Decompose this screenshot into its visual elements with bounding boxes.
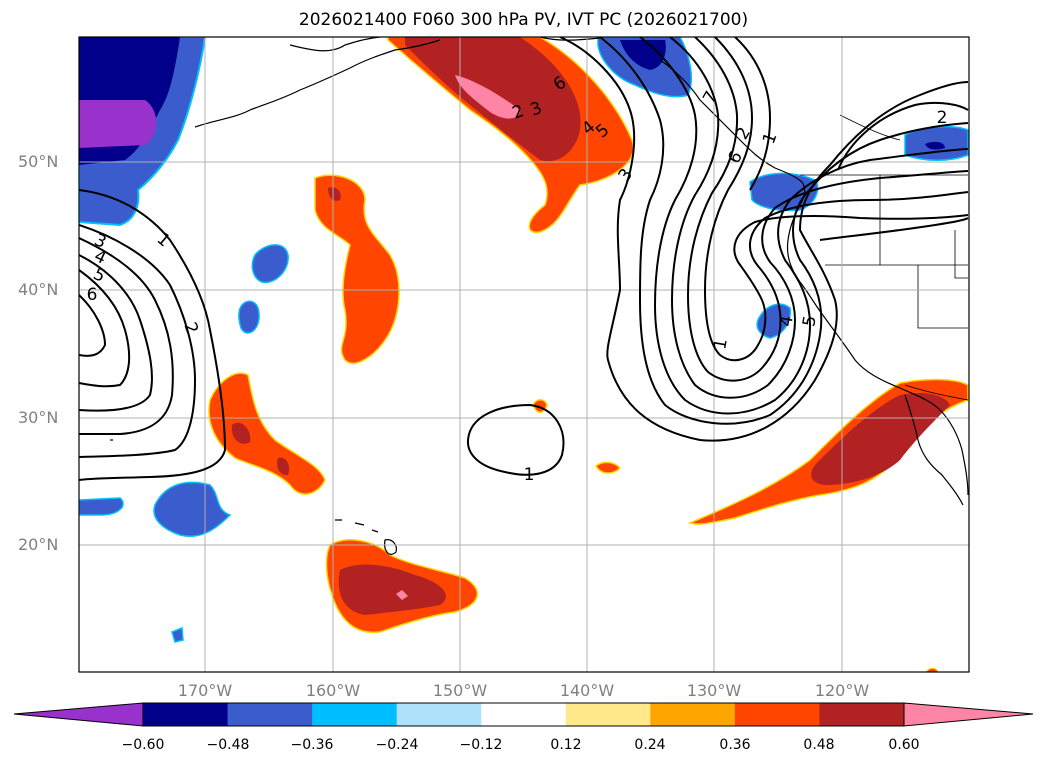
plot-frame [78, 36, 970, 673]
contour-west-6 [79, 294, 107, 357]
colorbar-segment [143, 703, 229, 726]
colorbar-extend-high [903, 702, 1034, 727]
colorbar-segment [312, 703, 398, 726]
contour-west-1 [79, 189, 227, 481]
pv-negative-dot [171, 626, 184, 643]
contour-west-3 [79, 237, 174, 435]
aleutian-coast [194, 39, 441, 128]
pv-negative-blob-edge [79, 497, 124, 516]
hawaii-big-island [384, 539, 397, 555]
contour-west-4 [79, 254, 153, 412]
pv-negative-blob-a [251, 244, 289, 284]
alaska-coast [539, 37, 601, 41]
contour-label: 6 [87, 285, 98, 305]
lat-label-50n: 50°N [18, 152, 59, 171]
colorbar-tick: −0.24 [375, 737, 419, 753]
contour-label: 2 [937, 108, 948, 128]
colorbar-segment [481, 703, 567, 726]
lat-label-40n: 40°N [18, 280, 59, 299]
mexico-border [904, 384, 969, 401]
colorbar [13, 702, 1034, 727]
pv-small-blob-b [595, 461, 622, 474]
pv-shading [79, 37, 969, 672]
colorbar-tick: −0.12 [459, 737, 503, 753]
contour-east-7 [734, 37, 772, 191]
contour-east-5 [686, 37, 969, 382]
colorbar-segment [734, 703, 820, 726]
lon-label-120w: 120°W [814, 681, 870, 700]
gridlines [79, 37, 969, 672]
contour-ne-1 [837, 101, 969, 171]
lon-label-160w: 160°W [305, 681, 361, 700]
pv-negative-blob-b [238, 300, 260, 334]
colorbar-tick: 0.60 [888, 737, 920, 753]
contour-label: 4 [776, 314, 798, 328]
state-border-d [954, 230, 968, 279]
colorbar-tick: 0.12 [550, 737, 582, 753]
colorbar-segment [819, 703, 905, 726]
contour-label: 5 [799, 314, 821, 328]
bc-coast [659, 59, 969, 496]
pv-peak-streamer [455, 75, 520, 119]
contour-central-1 [466, 403, 565, 476]
colorbar-tick: −0.36 [290, 737, 334, 753]
lon-label-140w: 140°W [559, 681, 615, 700]
ivt-contours [79, 37, 969, 481]
state-border-c [917, 265, 968, 329]
pv-very-negative-bc-coast [620, 40, 666, 70]
lat-label-30n: 30°N [18, 408, 59, 427]
colorbar-segment [227, 703, 313, 726]
contour-east-3 [639, 37, 969, 415]
colorbar-tick: 0.24 [634, 737, 666, 753]
contour-west-5 [79, 269, 131, 388]
pv-band-core [811, 393, 950, 485]
colorbar-frame [142, 702, 905, 727]
lon-label-130w: 130°W [686, 681, 742, 700]
pv-small-core-central [328, 187, 341, 201]
pv-negative-blob-south [153, 481, 232, 537]
pv-very-negative-canada-east [925, 141, 945, 150]
figure-title: 2026021400 F060 300 hPa PV, IVT PC (2026… [298, 10, 749, 30]
contour-ne-2 [819, 217, 969, 241]
pv-core-west-a [231, 422, 251, 444]
pv-peak-hawaii [396, 590, 408, 600]
pv-core-west-b [277, 457, 290, 476]
lon-label-150w: 150°W [432, 681, 488, 700]
contour-east-1 [559, 37, 969, 442]
colorbar-tick: −0.60 [121, 737, 165, 753]
colorbar-tick: −0.48 [206, 737, 250, 753]
contour-label: 1 [524, 465, 535, 485]
contour-west-2 [79, 224, 197, 458]
pv-core-hawaii [338, 564, 446, 615]
contour-east-4 [669, 37, 969, 399]
colorbar-tick: 0.36 [719, 737, 751, 753]
hawaii-islands [335, 519, 379, 533]
contour-east-6 [703, 37, 969, 362]
colorbar-segment [565, 703, 651, 726]
colorbar-extend-low [13, 702, 144, 727]
lon-label-170w: 170°W [177, 681, 233, 700]
pv-extreme-negative-region-nw [79, 100, 157, 148]
colorbar-tick: 0.48 [803, 737, 835, 753]
pv-positive-blob-central [314, 174, 400, 364]
alaska-peninsula-coast [289, 37, 381, 52]
pv-positive-blob-west [208, 372, 326, 495]
colorbar-segment [396, 703, 482, 726]
colorbar-segment [650, 703, 736, 726]
contour-label: 1 [710, 337, 732, 351]
lat-label-20n: 20°N [18, 535, 59, 554]
